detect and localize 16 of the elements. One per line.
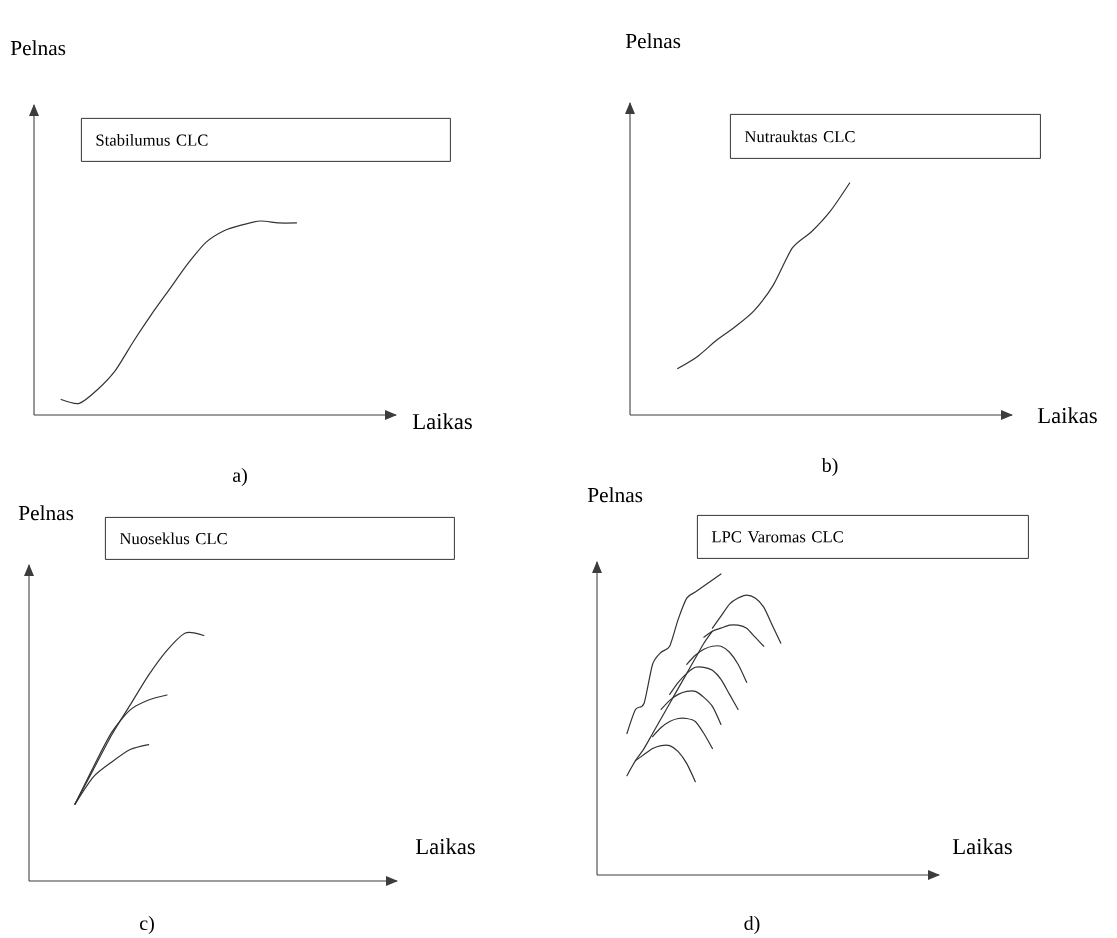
x-axis-title: Laikas xyxy=(412,413,472,430)
text: b) xyxy=(821,457,838,477)
x-axis-title: Laikas xyxy=(415,838,475,855)
y-axis-title: Pelnas xyxy=(587,487,643,503)
text: d) xyxy=(744,915,760,935)
y-axis-title: Pelnas xyxy=(625,33,681,49)
x-axis-title: Laikas xyxy=(952,838,1012,855)
chart-title: Stabilumus CLC xyxy=(96,134,208,146)
text: c) xyxy=(140,915,154,935)
y-axis-title: Pelnas xyxy=(10,40,66,56)
chart-title: LPC Varomas CLC xyxy=(711,531,843,543)
chart-title: Nutrauktas CLC xyxy=(744,130,855,143)
y-axis-title: Pelnas xyxy=(18,505,74,521)
text: a) xyxy=(232,467,247,487)
chart-title: Nuoseklus CLC xyxy=(119,532,227,545)
x-axis-title: Laikas xyxy=(1037,407,1097,424)
